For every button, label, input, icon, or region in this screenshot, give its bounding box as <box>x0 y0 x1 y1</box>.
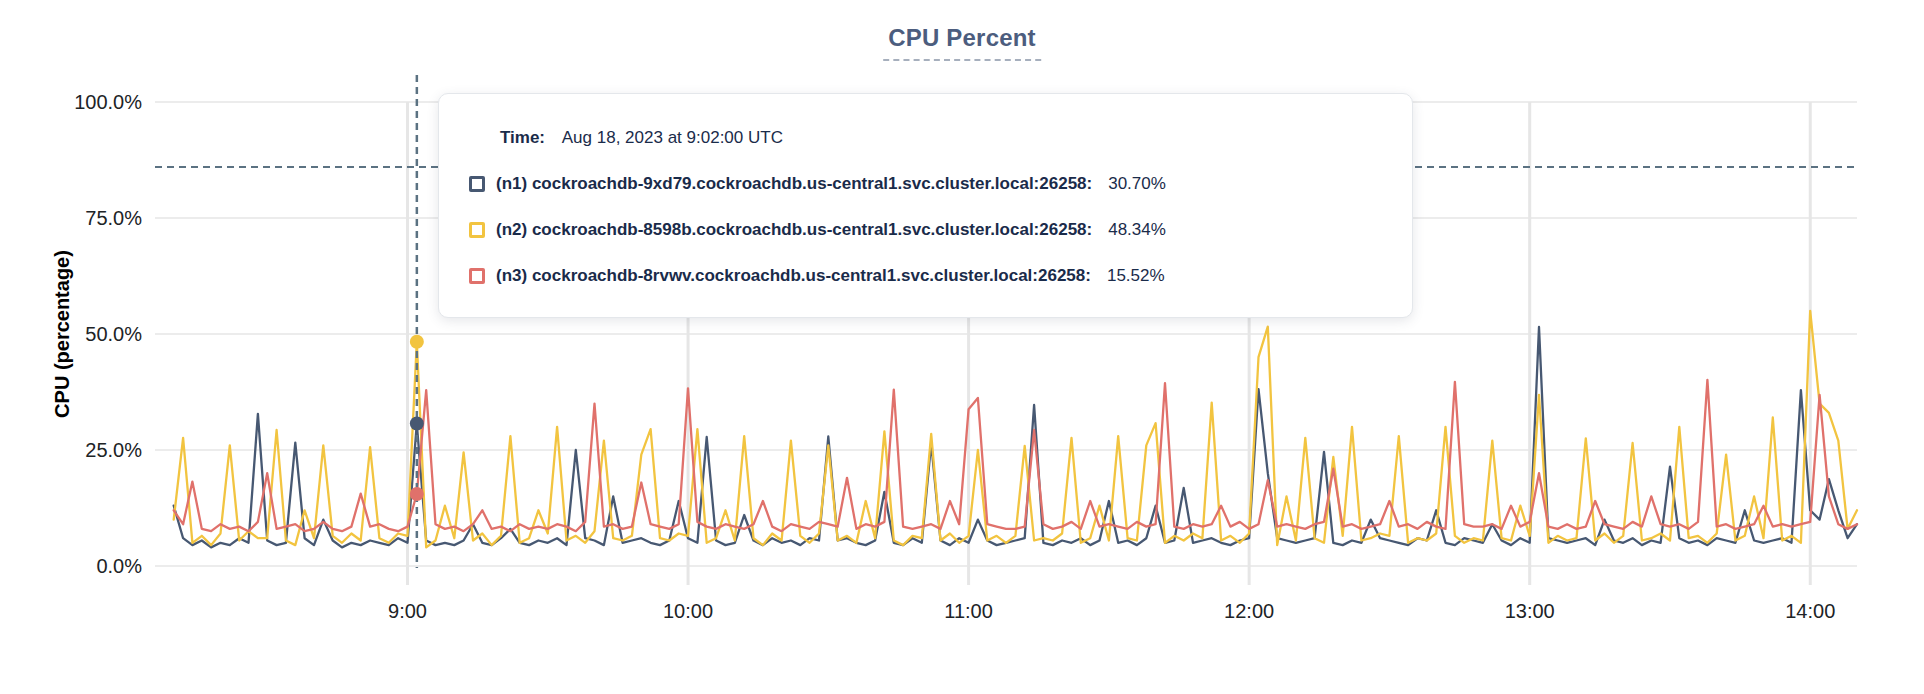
x-tick-label: 14:00 <box>1785 600 1835 622</box>
x-tick-label: 10:00 <box>663 600 713 622</box>
x-tick-label: 13:00 <box>1505 600 1555 622</box>
y-tick-label: 75.0% <box>85 207 142 229</box>
series-value: 15.52% <box>1107 266 1165 286</box>
series-value: 30.70% <box>1108 174 1166 194</box>
hover-dot-n1 <box>410 417 424 431</box>
series-label: (n1) cockroachdb-9xd79.cockroachdb.us-ce… <box>496 174 1092 194</box>
cpu-percent-graph-panel: CPU Percent CPU (percentage) 0.0%25.0%50… <box>0 0 1924 694</box>
hover-dot-n2 <box>410 335 424 349</box>
hover-tooltip: Time: Aug 18, 2023 at 9:02:00 UTC (n1) c… <box>438 93 1413 318</box>
y-tick-label: 50.0% <box>85 323 142 345</box>
y-tick-label: 100.0% <box>74 91 142 113</box>
hover-dot-n3 <box>410 487 424 501</box>
series-line-n3 <box>174 380 1857 531</box>
tooltip-time-row: Time: Aug 18, 2023 at 9:02:00 UTC <box>500 128 1388 148</box>
series-line-n2 <box>174 311 1857 548</box>
series-color-swatch-icon <box>469 176 485 192</box>
series-line-n1 <box>174 327 1857 547</box>
tooltip-series-row: (n1) cockroachdb-9xd79.cockroachdb.us-ce… <box>469 174 1388 194</box>
tooltip-series-row: (n3) cockroachdb-8rvwv.cockroachdb.us-ce… <box>469 266 1388 286</box>
x-tick-label: 12:00 <box>1224 600 1274 622</box>
series-label: (n2) cockroachdb-8598b.cockroachdb.us-ce… <box>496 220 1092 240</box>
series-value: 48.34% <box>1108 220 1166 240</box>
series-label: (n3) cockroachdb-8rvwv.cockroachdb.us-ce… <box>496 266 1091 286</box>
y-tick-label: 0.0% <box>96 555 142 577</box>
y-tick-label: 25.0% <box>85 439 142 461</box>
x-tick-label: 9:00 <box>388 600 427 622</box>
tooltip-series-row: (n2) cockroachdb-8598b.cockroachdb.us-ce… <box>469 220 1388 240</box>
x-tick-label: 11:00 <box>944 600 993 622</box>
time-label: Time: <box>500 128 545 147</box>
series-color-swatch-icon <box>469 268 485 284</box>
time-value: Aug 18, 2023 at 9:02:00 UTC <box>562 128 783 147</box>
series-color-swatch-icon <box>469 222 485 238</box>
